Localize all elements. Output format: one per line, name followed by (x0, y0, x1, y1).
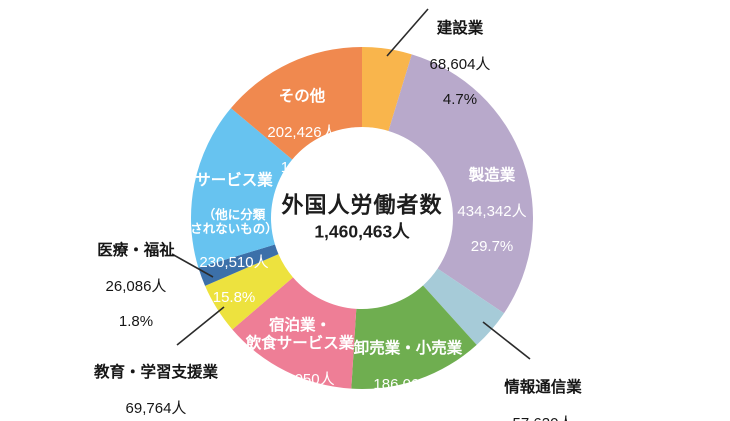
donut-segment-7 (190, 108, 293, 268)
leader-line-medical (171, 253, 214, 278)
segment-label-services: サービス業 （他に分類 されないもの） 230,510人 15.8% (190, 171, 278, 307)
segment-label-manufacturing: 製造業 434,342人 29.7% (457, 166, 527, 256)
segment-label-others: その他 202,426人 13.9% (267, 87, 337, 177)
segment-label-construction: 建設業 68,604人 4.7% (429, 19, 491, 109)
leader-line-education (176, 306, 225, 346)
donut-segment-4 (232, 277, 357, 389)
chart-title: 外国人労働者数 (281, 192, 443, 218)
segment-label-info-comm: 情報通信業 57,620人 3.9% (504, 378, 582, 421)
leader-line-construction (386, 8, 429, 57)
segment-label-wholesale-retail: 卸売業・小売業 186,061人 12.7% (353, 339, 463, 421)
donut-segment-8 (230, 46, 362, 160)
segment-label-education: 教育・学習支援業 69,764人 4.8% (93, 363, 219, 417)
donut-segment-0 (362, 47, 412, 131)
donut-segment-1 (388, 54, 534, 314)
chart-center-label: 外国人労働者数 1,460,463人 (281, 191, 442, 242)
leader-lines (171, 8, 531, 360)
leader-line-info-comm (482, 321, 531, 360)
donut-segment-5 (205, 254, 293, 330)
donut-segment-6 (198, 244, 279, 286)
donut-segment-3 (351, 285, 477, 389)
segment-label-medical: 医療・福祉 26,086人 1.8% (97, 241, 175, 331)
chart-total-value: 1,460,463人 (314, 220, 410, 241)
segment-label-accommodation-food: 宿泊業・ 飲食サービス業 185,050人 12.7% (245, 316, 355, 421)
donut-segment-2 (423, 268, 505, 345)
donut-segments (190, 46, 534, 389)
